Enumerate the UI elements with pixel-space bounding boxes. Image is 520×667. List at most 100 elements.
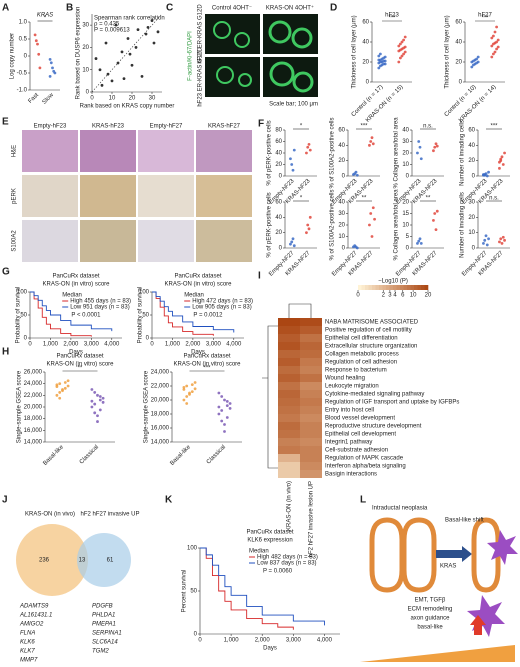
row-label: Interferon alpha/beta signaling (325, 464, 406, 470)
chart-title: PanCuRx dataset (56, 354, 103, 360)
legend-tick-label: 4 (393, 293, 397, 299)
y-tick-label: 24,000 (24, 381, 43, 387)
dot (63, 381, 67, 384)
point (144, 32, 148, 36)
y-tick-label: 0 (24, 336, 28, 342)
dot (305, 231, 308, 235)
y-tick-label: 20 (455, 60, 462, 66)
dot (416, 242, 419, 245)
legend-tick-label: 6 (401, 293, 405, 299)
y-tick-label: 30 (468, 200, 475, 206)
y-tick-label: 50 (20, 313, 27, 319)
row-label: Collagen metabolic process (325, 352, 399, 358)
y-tick-label: 40 (338, 200, 345, 206)
y-axis-label: % of pERK-positive cells (267, 120, 273, 185)
point (100, 83, 104, 87)
y-tick-label: 20 (468, 158, 475, 164)
dot (51, 66, 54, 70)
dot (496, 38, 500, 42)
legend-gradient (396, 285, 401, 290)
dot (500, 242, 504, 245)
column-label: hF2 hF27 invasive lesion UP (309, 481, 315, 557)
significance: *** (360, 124, 368, 130)
dot (470, 65, 474, 69)
dot (487, 237, 490, 241)
dot (96, 393, 99, 397)
survival-curve (30, 291, 92, 337)
dot (476, 55, 480, 59)
dot (34, 39, 38, 43)
dot (496, 45, 500, 49)
y-tick-label: -1.0 (17, 88, 28, 94)
dot (58, 382, 62, 386)
y-axis-label: % Collagen area/total area (394, 189, 400, 261)
legend-gradient (410, 285, 415, 290)
legend-gradient (382, 285, 387, 290)
dot (501, 163, 505, 166)
dot (228, 407, 232, 410)
dot (217, 412, 221, 416)
dot (418, 237, 422, 241)
legend-title: −Log10 (P) (378, 279, 408, 285)
significance: * (300, 124, 303, 130)
dot (53, 71, 57, 75)
dot (291, 168, 295, 172)
row-label: Positive regulation of cell motility (325, 328, 412, 334)
survival-curve (152, 291, 214, 336)
gene-name: PHLDA1 (92, 613, 115, 619)
dot (90, 388, 94, 391)
gene-name: FLNA (20, 631, 35, 637)
significance: ** (78, 366, 83, 372)
dot (185, 384, 189, 388)
y-tick-label: 40 (362, 40, 369, 46)
dot (48, 58, 52, 61)
dot (369, 140, 373, 143)
chart-title: hF23 (385, 13, 399, 19)
x-tick-label: 0 (198, 638, 202, 644)
heat-cell (278, 446, 300, 454)
y-axis-label: % of S100A2-positive cells (330, 189, 336, 260)
y-axis-label: Number of invading cells (460, 192, 466, 258)
legend-gradient (386, 285, 390, 290)
y-tick-label: 20 (338, 158, 345, 164)
legend-label: High 455 days (n = 83) (70, 299, 131, 305)
x-axis-label: Days (191, 350, 205, 356)
row-label: Regulation of cell adhesion (325, 360, 397, 366)
dot (61, 388, 64, 391)
gene-name: AL161431.1 (19, 613, 52, 619)
y-tick-label: 40 (468, 143, 475, 149)
y-tick-label: 18,000 (151, 412, 170, 418)
y-tick-label: 16,000 (24, 428, 43, 434)
point (140, 75, 144, 78)
legend-tick-label: 10 (410, 293, 417, 299)
dot (383, 55, 387, 59)
chart-subtitle: KRAS-ON (in vitro) score (42, 282, 110, 288)
dot (228, 402, 232, 405)
heat-cell (300, 334, 322, 342)
dot (403, 35, 407, 39)
y-tick-label: 10 (82, 67, 89, 73)
y-axis-label: Probability of survival (16, 287, 22, 344)
x-tick-label: Basal-like (169, 444, 192, 467)
heat-cell (300, 366, 322, 374)
annotation: P = 0.009613 (94, 28, 130, 34)
panel-letter: D (330, 3, 337, 14)
heat-cell (300, 462, 322, 470)
panel-letter: E (2, 117, 9, 128)
legend-gradient (421, 285, 425, 290)
dot (503, 238, 506, 242)
dot (66, 379, 70, 383)
dot (368, 143, 371, 147)
row-label: Reproductive structure development (325, 424, 422, 430)
row-label: Leukocyte migration (325, 384, 379, 390)
significance: *** (490, 124, 498, 130)
heat-cell (278, 462, 300, 470)
heat-cell (278, 358, 300, 366)
x-axis-label: Days (263, 646, 277, 652)
panel-letter: I (258, 271, 261, 282)
dot (225, 416, 229, 419)
legend-gradient (375, 285, 380, 290)
heat-cell (300, 422, 322, 430)
y-tick-label: 22,000 (151, 384, 170, 390)
legend-label: High 482 days (n = 83) (257, 555, 318, 561)
